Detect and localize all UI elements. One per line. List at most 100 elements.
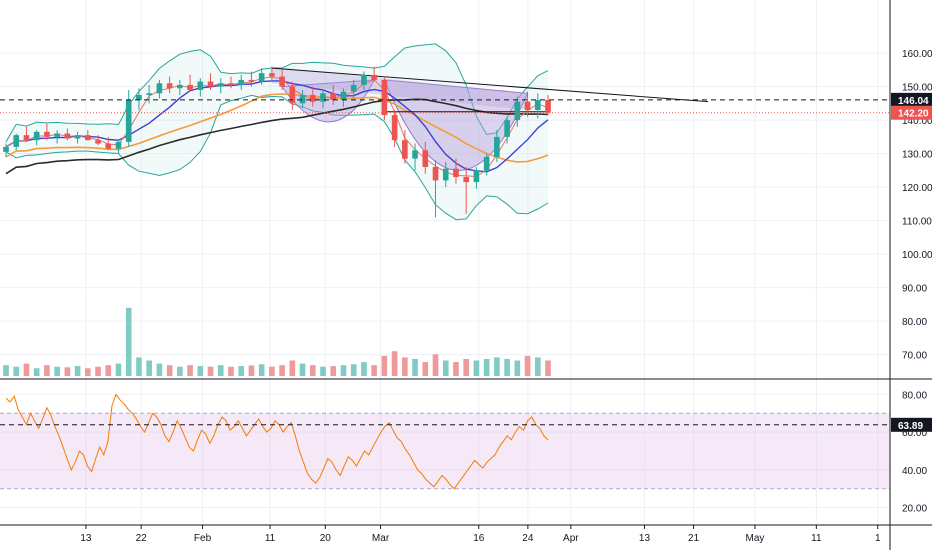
volume-bar: [442, 360, 449, 376]
volume-bar: [504, 358, 510, 376]
time-axis-tick-label: 16: [473, 533, 485, 544]
candle-body: [473, 170, 480, 183]
candle-body: [166, 83, 173, 89]
volume-bar: [381, 355, 388, 376]
volume-bar: [494, 357, 500, 376]
candle-body: [299, 94, 306, 104]
volume-bar: [248, 365, 255, 376]
candle-body: [23, 135, 30, 141]
price-axis-tick-label: 150.00: [902, 83, 932, 94]
volume-bar: [238, 366, 245, 376]
price-axis-tick-label: 90.00: [902, 284, 927, 295]
candle-body: [115, 141, 122, 149]
price-axis-tick-label: 130.00: [902, 150, 932, 161]
candle-body: [330, 93, 337, 100]
candle-body: [238, 79, 245, 85]
volume-bar: [483, 358, 490, 376]
candle-body: [453, 168, 459, 178]
price-label: 142.20: [898, 109, 929, 120]
candle-body: [483, 156, 490, 171]
volume-bar: [13, 366, 20, 376]
volume-bar: [207, 366, 214, 376]
volume-bar: [545, 360, 551, 376]
volume-bar: [95, 366, 101, 376]
time-axis-tick-label: 1: [875, 533, 881, 544]
candle-body: [95, 140, 101, 144]
candle-body: [422, 150, 429, 167]
candle-body: [74, 135, 81, 139]
ma-slow-line: [5, 98, 549, 175]
candle-body: [197, 81, 204, 90]
candle-body: [177, 84, 183, 89]
volume-bar: [64, 367, 71, 376]
candle-body: [514, 101, 521, 121]
volume-bar: [187, 365, 193, 376]
volume-bar: [391, 351, 398, 376]
candle-body: [105, 143, 112, 149]
time-axis-tick-label: 21: [688, 533, 700, 544]
volume-bar: [156, 363, 163, 376]
candle-body: [340, 91, 347, 100]
candle-body: [258, 73, 265, 82]
bollinger-lower: [5, 94, 549, 221]
volume-bar: [514, 360, 521, 376]
volume-bar: [371, 365, 377, 376]
rsi-axis-tick-label: 60.00: [902, 428, 927, 439]
volume-bar: [350, 364, 357, 376]
price-axis-tick-label: 70.00: [902, 351, 927, 362]
candle-body: [463, 177, 470, 183]
candle-body: [371, 74, 377, 80]
volume-bar: [432, 354, 439, 376]
candle-body: [524, 101, 531, 111]
volume-bar: [309, 365, 316, 376]
time-axis-tick-label: 20: [320, 533, 332, 544]
candle-body: [44, 131, 50, 137]
grid-lines: [0, 0, 890, 524]
price-axis-tick-label: 160.00: [902, 49, 932, 60]
time-axis-tick-label: 24: [522, 533, 534, 544]
volume-bar: [105, 365, 112, 376]
volume-bar: [299, 363, 306, 376]
candle-body: [494, 136, 500, 157]
candle-body: [289, 86, 296, 104]
time-axis-tick-label: 11: [265, 533, 276, 544]
rsi-line: [5, 393, 549, 490]
candle-body: [125, 100, 132, 142]
volume-bar: [54, 366, 60, 376]
rsi-band: [0, 413, 890, 489]
volume-bar: [197, 366, 204, 376]
volume-bar: [44, 365, 50, 376]
volume-bar: [534, 357, 541, 376]
volume-bar: [463, 358, 470, 376]
price-axis-tick-label: 80.00: [902, 317, 927, 328]
time-axis-tick-label: Feb: [194, 533, 212, 544]
rsi-axis-tick-label: 40.00: [902, 466, 927, 477]
volume-bar: [84, 368, 91, 376]
volume-bar: [330, 366, 337, 376]
candle-body: [350, 84, 357, 92]
volume-bar: [279, 365, 285, 376]
volume-bar: [473, 360, 480, 376]
volume-bar: [422, 362, 429, 376]
candle-body: [361, 74, 367, 85]
bollinger-upper: [5, 43, 549, 143]
volume-bar: [125, 307, 132, 376]
volume-bar: [136, 357, 142, 376]
rsi-label-box: [891, 417, 932, 432]
candle-body: [136, 94, 142, 100]
candle-body: [545, 100, 551, 113]
candle-body: [442, 168, 449, 181]
candle-body: [3, 146, 9, 152]
ma-fast-line: [5, 80, 549, 173]
time-axis-tick-label: Mar: [372, 533, 390, 544]
volume-bar: [115, 363, 122, 376]
price-axis-tick-label: 120.00: [902, 183, 932, 194]
volume-bar: [524, 355, 531, 376]
time-axis-tick-label: 11: [811, 533, 822, 544]
candle-body: [33, 131, 40, 141]
volume-bar: [269, 366, 275, 376]
candle-body: [402, 140, 408, 159]
rsi-axis-tick-label: 80.00: [902, 390, 927, 401]
